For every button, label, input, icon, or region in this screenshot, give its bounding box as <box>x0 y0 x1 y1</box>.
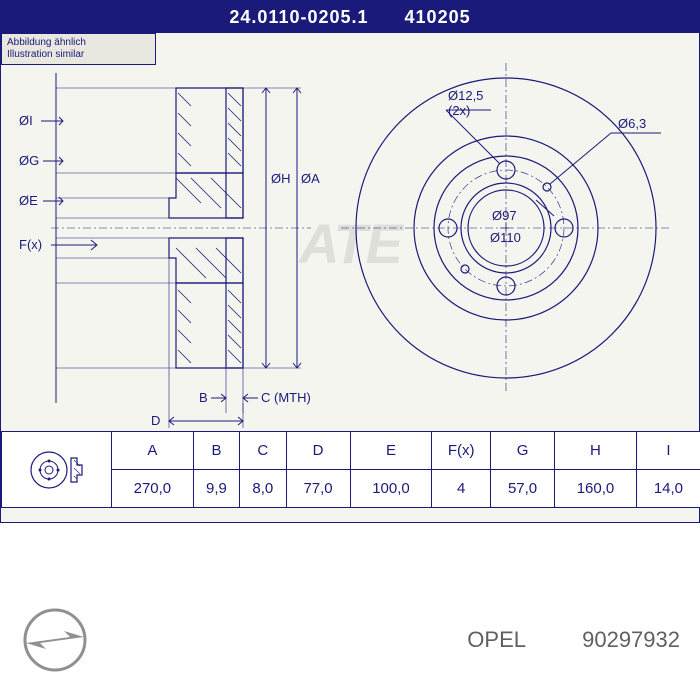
opel-logo <box>20 605 90 675</box>
label-pcd: Ø110 <box>490 230 521 245</box>
val-H: 160,0 <box>555 470 637 508</box>
label-bolt: Ø12,5 <box>448 88 483 103</box>
footer-text: OPEL 90297932 <box>90 627 680 653</box>
val-G: 57,0 <box>491 470 555 508</box>
col-H: H <box>555 432 637 470</box>
label-bore: Ø97 <box>492 208 517 223</box>
spec-table: A B C D E F(x) G H I 270,0 9,9 8,0 77,0 … <box>1 431 700 508</box>
diagram-area: 24.0110-0205.1 410205 Abbildung ähnlich … <box>0 0 700 523</box>
header-bar: 24.0110-0205.1 410205 <box>1 1 699 33</box>
label-bolt-count: (2x) <box>448 103 470 118</box>
label-OE: ØE <box>19 193 38 208</box>
val-C: 8,0 <box>240 470 286 508</box>
side-view: ØI ØG ØE F(x) ØH ØA <box>19 73 320 428</box>
footer-brand: OPEL <box>467 627 526 653</box>
label-pin: Ø6,3 <box>618 116 646 131</box>
disc-icon <box>27 448 87 492</box>
col-F: F(x) <box>432 432 491 470</box>
col-I: I <box>636 432 700 470</box>
part-number-1: 24.0110-0205.1 <box>229 7 368 27</box>
part-number-2: 410205 <box>405 7 471 27</box>
col-B: B <box>193 432 239 470</box>
table-header-row: A B C D E F(x) G H I <box>2 432 700 470</box>
val-E: 100,0 <box>350 470 432 508</box>
label-OA: ØA <box>301 171 320 186</box>
label-OI: ØI <box>19 113 33 128</box>
footer-part: 90297932 <box>582 627 680 653</box>
technical-drawing: ØI ØG ØE F(x) ØH ØA <box>1 33 700 433</box>
val-I: 14,0 <box>636 470 700 508</box>
footer: OPEL 90297932 <box>0 580 700 700</box>
val-A: 270,0 <box>112 470 194 508</box>
col-C: C <box>240 432 286 470</box>
col-A: A <box>112 432 194 470</box>
front-view: Ø12,5 (2x) Ø6,3 Ø97 Ø110 <box>341 63 671 393</box>
disc-icon-cell <box>2 432 112 508</box>
col-E: E <box>350 432 432 470</box>
val-F: 4 <box>432 470 491 508</box>
label-Fx: F(x) <box>19 237 42 252</box>
label-OG: ØG <box>19 153 39 168</box>
label-D: D <box>151 413 160 428</box>
val-B: 9,9 <box>193 470 239 508</box>
label-B: B <box>199 390 208 405</box>
val-D: 77,0 <box>286 470 350 508</box>
col-G: G <box>491 432 555 470</box>
label-C: C (MTH) <box>261 390 311 405</box>
col-D: D <box>286 432 350 470</box>
label-OH: ØH <box>271 171 291 186</box>
